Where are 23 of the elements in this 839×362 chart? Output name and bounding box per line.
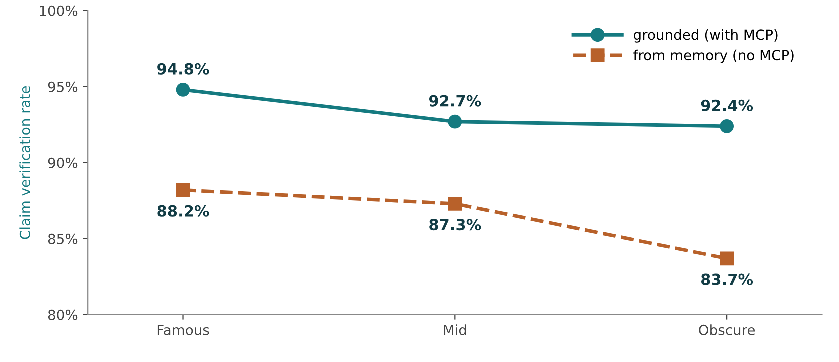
legend-label: from memory (no MCP) xyxy=(634,50,794,64)
data-label: 94.8% xyxy=(158,63,210,75)
x-tick-label: Mid xyxy=(444,324,466,336)
y-tick-label: 80% xyxy=(48,310,78,320)
data-label: 92.7% xyxy=(429,95,482,107)
y-tick-label: 95% xyxy=(48,82,78,92)
point xyxy=(720,119,734,134)
x-tick-label: Famous xyxy=(158,325,210,336)
data-label: 87.3% xyxy=(430,219,482,231)
point xyxy=(448,114,462,129)
point xyxy=(176,82,190,97)
data-label: 88.2% xyxy=(158,205,210,217)
point xyxy=(720,252,734,266)
data-label: 83.7% xyxy=(701,274,754,286)
y-tick-label: 100% xyxy=(40,6,78,16)
legend-label: grounded (with MCP) xyxy=(634,29,778,43)
data-label: 92.4% xyxy=(701,100,754,112)
x-tick-label: Obscure xyxy=(699,324,755,336)
point xyxy=(448,197,462,211)
y-tick-label: 90% xyxy=(48,158,78,168)
y-axis-title: Claim verification rate xyxy=(20,86,30,240)
point xyxy=(176,183,190,198)
y-tick-label: 85% xyxy=(48,234,78,244)
